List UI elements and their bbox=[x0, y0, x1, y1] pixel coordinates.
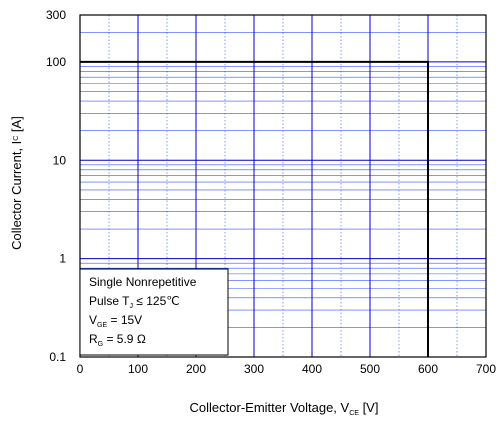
curve-layer bbox=[80, 60, 429, 357]
soa-curve bbox=[80, 60, 429, 357]
x-tick-label: 300 bbox=[244, 362, 264, 376]
x-axis-label: Collector-Emitter Voltage, VCE [V] bbox=[190, 400, 379, 417]
x-tick-labels: 0 100 200 300 400 500 600 700 bbox=[77, 362, 497, 376]
annotation-line-1: Single Nonrepetitive bbox=[89, 275, 197, 289]
y-tick-label: 100 bbox=[46, 55, 66, 69]
x-tick-label: 400 bbox=[302, 362, 322, 376]
x-tick-label: 100 bbox=[128, 362, 148, 376]
y-axis-label: Collector Current, IC [A] bbox=[9, 116, 24, 250]
y-tick-label: 1 bbox=[59, 252, 66, 266]
annotation-line-2: Pulse TJ ≤ 125℃ bbox=[89, 294, 180, 310]
annotation-line-4: RG = 5.9 Ω bbox=[89, 332, 146, 348]
x-tick-label: 0 bbox=[77, 362, 84, 376]
y-tick-label: 0.1 bbox=[49, 350, 66, 364]
plot-frame bbox=[79, 14, 487, 358]
x-tick-label: 700 bbox=[476, 362, 496, 376]
annotation-line-3: VGE = 15V bbox=[89, 313, 142, 329]
x-tick-label: 600 bbox=[418, 362, 438, 376]
x-tick-label: 500 bbox=[360, 362, 380, 376]
y-tick-label: 300 bbox=[46, 8, 66, 22]
x-tick-label: 200 bbox=[186, 362, 206, 376]
y-tick-labels: 0.1 1 10 100 300 bbox=[46, 8, 66, 364]
annotation-box: Single Nonrepetitive Pulse TJ ≤ 125℃ VGE… bbox=[79, 268, 229, 356]
y-tick-label: 10 bbox=[53, 153, 67, 167]
